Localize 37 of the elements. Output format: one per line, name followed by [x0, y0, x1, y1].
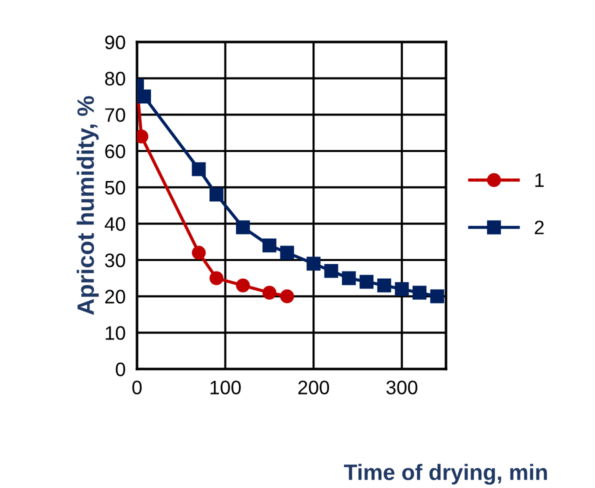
point: [324, 264, 338, 278]
point: [342, 271, 356, 286]
y-tick-label: 20: [105, 290, 126, 304]
y-tick-label: 40: [104, 217, 126, 231]
point: [262, 286, 276, 300]
x-tick-label: 100: [210, 380, 241, 394]
point: [192, 162, 206, 176]
legend-label: 2: [534, 220, 544, 234]
point: [236, 220, 250, 234]
y-tick-label: 0: [116, 362, 126, 376]
point: [360, 274, 374, 289]
point: [280, 246, 294, 260]
x-tick-label: 200: [298, 380, 330, 394]
point: [430, 289, 444, 304]
point: [280, 289, 294, 304]
y-tick-label: 30: [105, 253, 126, 268]
y-tick-label: 70: [105, 108, 126, 122]
point: [210, 271, 224, 286]
point: [236, 278, 250, 292]
point: [137, 90, 152, 104]
x-tick-label: 300: [386, 380, 418, 394]
y-tick-label: 90: [105, 35, 126, 50]
legend-label: 1: [535, 174, 544, 187]
y-tick-label: 50: [105, 180, 126, 195]
point: [306, 256, 321, 271]
x-axis-title: Time of drying, min: [344, 464, 547, 485]
point: [192, 246, 206, 260]
y-tick-label: 60: [105, 144, 126, 158]
x-tick-label: 0: [132, 380, 142, 394]
point: [394, 282, 409, 296]
y-tick-label: 10: [106, 326, 126, 340]
point: [412, 286, 426, 300]
y-axis-title: Apricot humidity, %: [76, 96, 99, 315]
point: [210, 188, 224, 202]
y-tick-label: 80: [105, 72, 126, 86]
point: [377, 278, 392, 292]
point: [262, 238, 276, 252]
